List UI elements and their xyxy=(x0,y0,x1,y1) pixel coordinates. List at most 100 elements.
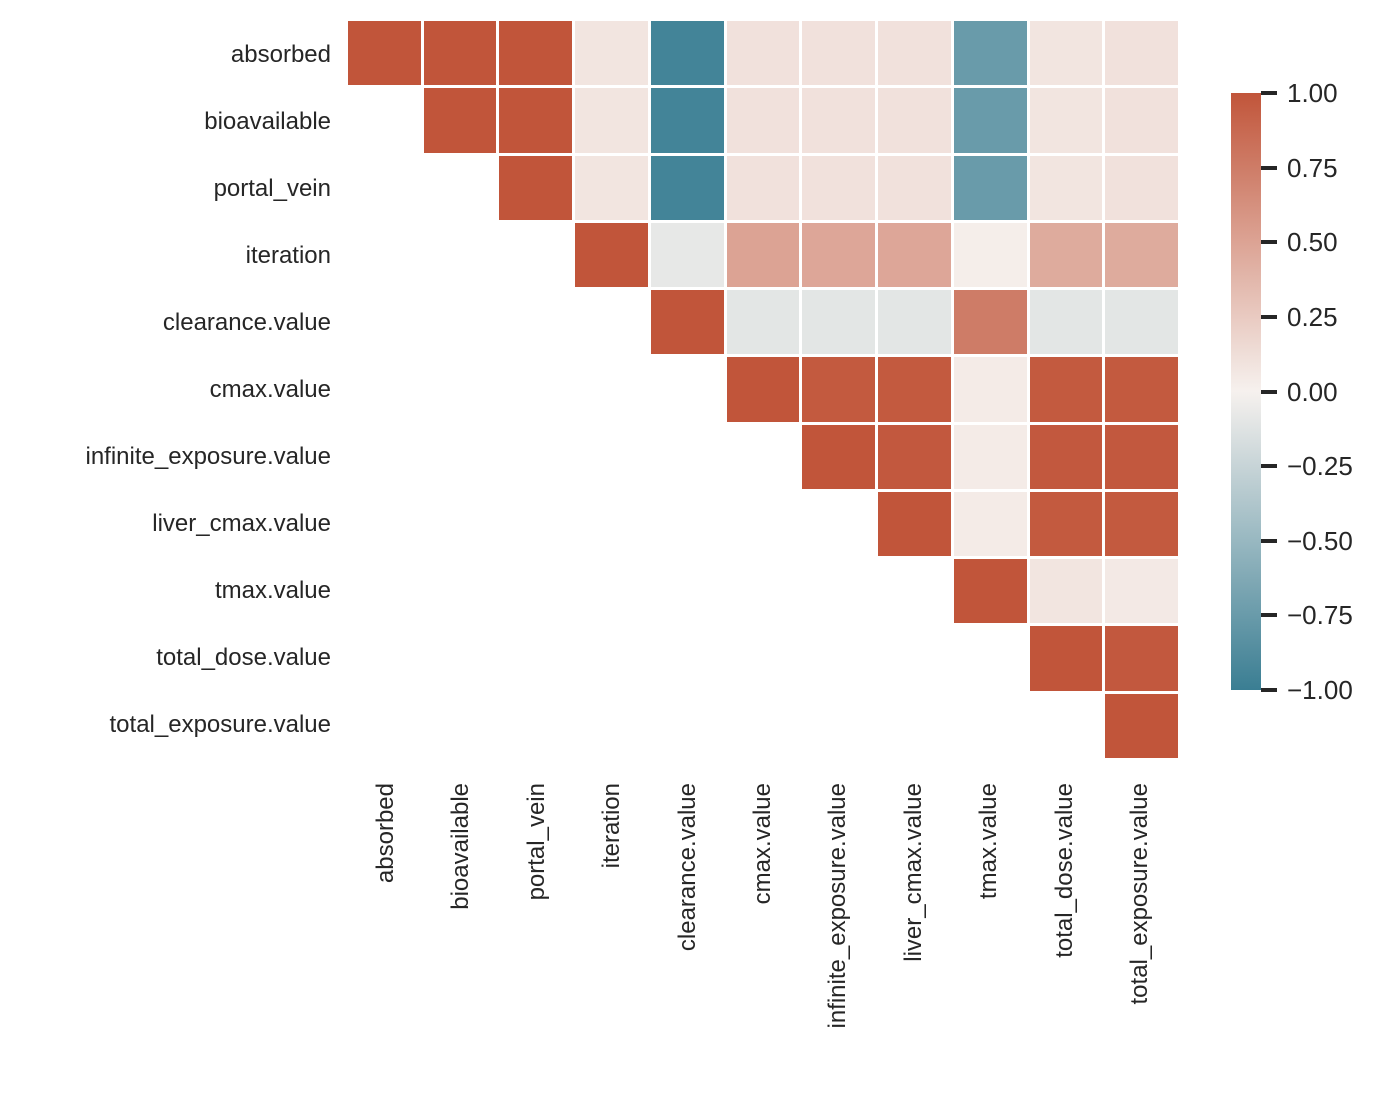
heatmap-cell-infinite_exposure.value-x-total_dose.value xyxy=(1029,424,1103,489)
col-label-portal_vein: portal_vein xyxy=(522,783,550,901)
heatmap-cell-cmax.value-x-cmax.value xyxy=(726,357,800,422)
heatmap-cell-absorbed-x-bioavailable xyxy=(423,21,497,86)
heatmap-cell-portal_vein-x-cmax.value xyxy=(726,155,800,220)
colorbar-tick-label: −0.50 xyxy=(1287,525,1353,556)
heatmap-cell-absorbed-x-total_dose.value xyxy=(1029,21,1103,86)
row-label-total_exposure.value: total_exposure.value xyxy=(109,711,331,738)
col-label-liver_cmax.value: liver_cmax.value xyxy=(899,783,927,962)
heatmap-cell-absorbed-x-absorbed xyxy=(348,21,421,86)
heatmap-cell-total_dose.value-x-total_exposure.value xyxy=(1105,626,1178,691)
heatmap-cell-iteration-x-tmax.value xyxy=(953,222,1027,288)
col-label-tmax.value: tmax.value xyxy=(975,783,1003,900)
heatmap-cell-infinite_exposure.value-x-liver_cmax.value xyxy=(878,424,951,489)
heatmap-cell-bioavailable-x-portal_vein xyxy=(499,88,573,153)
colorbar-tick-label: 0.50 xyxy=(1287,227,1338,258)
heatmap-cell-absorbed-x-portal_vein xyxy=(499,21,573,86)
colorbar-gradient xyxy=(1231,93,1261,690)
heatmap-cell-cmax.value-x-total_dose.value xyxy=(1029,357,1103,422)
heatmap-cell-cmax.value-x-total_exposure.value xyxy=(1105,357,1178,422)
row-label-infinite_exposure.value: infinite_exposure.value xyxy=(85,443,332,470)
colorbar-tick-mark xyxy=(1261,91,1277,95)
colorbar-tick-label: 0.25 xyxy=(1287,301,1338,332)
colorbar-tick-mark xyxy=(1261,464,1277,469)
heatmap-cell-iteration-x-clearance.value xyxy=(650,222,724,288)
heatmap-cell-absorbed-x-infinite_exposure.value xyxy=(802,21,876,86)
heatmap-cell-liver_cmax.value-x-tmax.value xyxy=(953,491,1027,557)
heatmap-cell-bioavailable-x-iteration xyxy=(575,88,648,153)
heatmap-cell-portal_vein-x-infinite_exposure.value xyxy=(802,155,876,220)
row-label-bioavailable: bioavailable xyxy=(204,108,331,135)
heatmap-cell-iteration-x-cmax.value xyxy=(726,222,800,288)
colorbar-tick-label: −1.00 xyxy=(1287,675,1353,705)
heatmap-cell-total_dose.value-x-total_dose.value xyxy=(1029,626,1103,691)
col-label-bioavailable: bioavailable xyxy=(447,783,475,910)
heatmap-cell-clearance.value-x-clearance.value xyxy=(650,290,724,355)
heatmap-cell-liver_cmax.value-x-total_dose.value xyxy=(1029,491,1103,557)
heatmap-cell-iteration-x-iteration xyxy=(575,222,648,288)
heatmap-cell-bioavailable-x-cmax.value xyxy=(726,88,800,153)
col-label-iteration: iteration xyxy=(598,783,626,869)
col-label-absorbed: absorbed xyxy=(371,783,399,884)
heatmap-cell-bioavailable-x-tmax.value xyxy=(953,88,1027,153)
heatmap-cell-clearance.value-x-liver_cmax.value xyxy=(878,290,951,355)
row-label-total_dose.value: total_dose.value xyxy=(156,644,331,671)
colorbar-tick-mark xyxy=(1261,613,1277,618)
col-label-cmax.value: cmax.value xyxy=(749,783,776,905)
heatmap-cell-absorbed-x-iteration xyxy=(575,21,648,86)
heatmap-cell-clearance.value-x-infinite_exposure.value xyxy=(802,290,876,355)
heatmap-cell-bioavailable-x-total_exposure.value xyxy=(1105,88,1178,153)
colorbar-tick-label: 0.75 xyxy=(1287,152,1338,183)
col-label-total_exposure.value: total_exposure.value xyxy=(1126,783,1154,1005)
heatmap-cell-tmax.value-x-tmax.value xyxy=(953,559,1027,624)
heatmap-cell-total_exposure.value-x-total_exposure.value xyxy=(1105,693,1178,758)
colorbar-tick-label: 0.00 xyxy=(1287,376,1338,407)
row-label-absorbed: absorbed xyxy=(230,41,331,68)
heatmap-cell-portal_vein-x-total_dose.value xyxy=(1029,155,1103,220)
heatmap-cell-cmax.value-x-infinite_exposure.value xyxy=(802,357,876,422)
heatmap-cell-clearance.value-x-total_dose.value xyxy=(1029,290,1103,355)
heatmap-cell-iteration-x-liver_cmax.value xyxy=(878,222,951,288)
heatmap-cell-portal_vein-x-iteration xyxy=(575,155,648,220)
heatmap-cell-liver_cmax.value-x-total_exposure.value xyxy=(1105,491,1178,557)
heatmap-cell-infinite_exposure.value-x-tmax.value xyxy=(953,424,1027,489)
heatmap-cell-absorbed-x-liver_cmax.value xyxy=(878,21,951,86)
heatmap-cell-iteration-x-infinite_exposure.value xyxy=(802,222,876,288)
row-label-portal_vein: portal_vein xyxy=(213,175,331,202)
colorbar-tick-mark xyxy=(1261,389,1277,394)
heatmap-cell-absorbed-x-clearance.value xyxy=(650,21,724,86)
heatmap-cell-bioavailable-x-bioavailable xyxy=(423,88,497,153)
heatmap-cell-portal_vein-x-liver_cmax.value xyxy=(878,155,951,220)
heatmap-cell-cmax.value-x-liver_cmax.value xyxy=(878,357,951,422)
heatmap-cell-absorbed-x-tmax.value xyxy=(953,21,1027,86)
heatmap-cell-bioavailable-x-liver_cmax.value xyxy=(878,88,951,153)
colorbar-tick-label: −0.75 xyxy=(1287,600,1353,631)
heatmap-cell-absorbed-x-cmax.value xyxy=(726,21,800,86)
heatmap-cell-portal_vein-x-portal_vein xyxy=(499,155,573,220)
heatmap-cell-cmax.value-x-tmax.value xyxy=(953,357,1027,422)
row-label-iteration: iteration xyxy=(245,242,331,269)
row-label-cmax.value: cmax.value xyxy=(209,376,331,403)
heatmap-cell-bioavailable-x-clearance.value xyxy=(650,88,724,153)
colorbar-tick-mark xyxy=(1261,538,1277,543)
colorbar-tick-mark xyxy=(1261,240,1277,245)
heatmap-cell-portal_vein-x-total_exposure.value xyxy=(1105,155,1178,220)
colorbar-tick-label: −0.25 xyxy=(1287,451,1353,482)
heatmap-grid xyxy=(348,21,1178,758)
heatmap-cell-clearance.value-x-tmax.value xyxy=(953,290,1027,355)
colorbar-tick-mark xyxy=(1261,165,1277,170)
heatmap-cell-liver_cmax.value-x-liver_cmax.value xyxy=(878,491,951,557)
heatmap-cell-bioavailable-x-infinite_exposure.value xyxy=(802,88,876,153)
heatmap-cell-iteration-x-total_exposure.value xyxy=(1105,222,1178,288)
colorbar-tick-mark xyxy=(1261,314,1277,319)
col-label-total_dose.value: total_dose.value xyxy=(1050,783,1078,958)
row-label-tmax.value: tmax.value xyxy=(214,577,331,604)
col-label-clearance.value: clearance.value xyxy=(673,783,701,952)
heatmap-cell-clearance.value-x-cmax.value xyxy=(726,290,800,355)
heatmap-cell-infinite_exposure.value-x-infinite_exposure.value xyxy=(802,424,876,489)
heatmap-cell-portal_vein-x-tmax.value xyxy=(953,155,1027,220)
heatmap-cell-absorbed-x-total_exposure.value xyxy=(1105,21,1178,86)
row-label-liver_cmax.value: liver_cmax.value xyxy=(152,510,331,537)
colorbar-tick-label: 1.00 xyxy=(1287,78,1338,108)
col-label-infinite_exposure.value: infinite_exposure.value xyxy=(824,783,852,1029)
